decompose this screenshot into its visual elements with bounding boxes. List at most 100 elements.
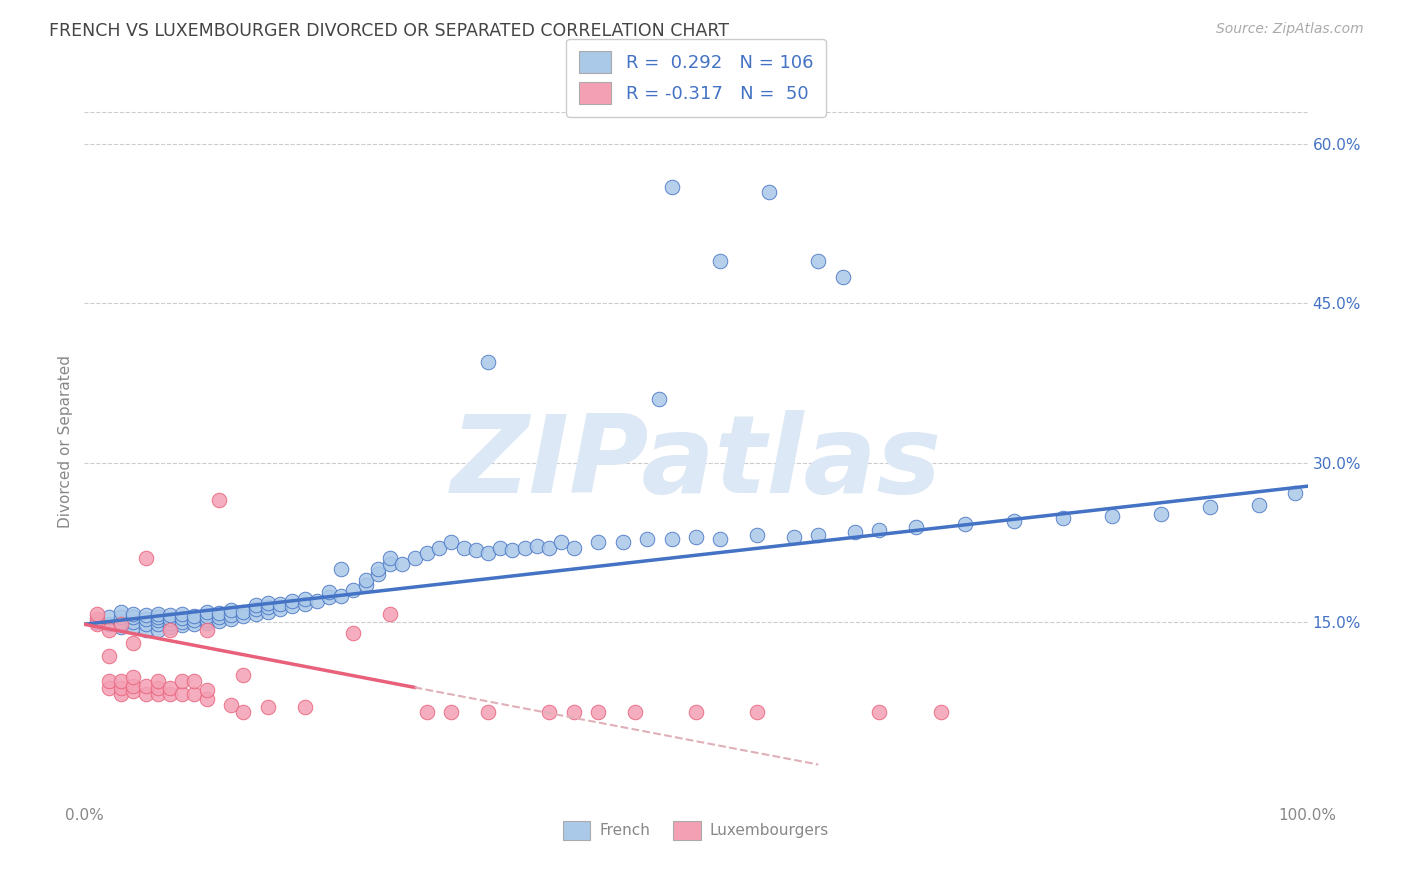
Point <box>953 517 976 532</box>
Point <box>159 687 181 701</box>
Point <box>257 600 280 615</box>
Point <box>477 546 499 560</box>
Point <box>709 254 731 268</box>
Point <box>146 687 169 701</box>
Point <box>110 610 132 624</box>
Point <box>477 706 499 720</box>
Point <box>159 623 181 637</box>
Point <box>427 541 450 555</box>
Point <box>245 602 267 616</box>
Point <box>380 557 402 571</box>
Point <box>208 606 231 620</box>
Point <box>538 706 561 720</box>
Point <box>159 607 181 622</box>
Point <box>831 269 853 284</box>
Point <box>294 700 316 714</box>
Point <box>183 613 205 627</box>
Point <box>502 542 524 557</box>
Point <box>342 625 364 640</box>
Point <box>146 673 169 688</box>
Point <box>146 610 169 624</box>
Point <box>146 607 169 621</box>
Point <box>172 611 194 625</box>
Point <box>122 620 145 634</box>
Point <box>135 687 157 701</box>
Point <box>416 546 439 560</box>
Point <box>219 698 242 712</box>
Point <box>232 706 254 720</box>
Point <box>807 254 830 268</box>
Text: FRENCH VS LUXEMBOURGER DIVORCED OR SEPARATED CORRELATION CHART: FRENCH VS LUXEMBOURGER DIVORCED OR SEPAR… <box>49 22 730 40</box>
Point <box>367 567 389 582</box>
Point <box>245 607 267 621</box>
Point <box>269 602 291 616</box>
Text: ZIPatlas: ZIPatlas <box>450 410 942 516</box>
Point <box>232 668 254 682</box>
Point <box>219 612 242 626</box>
Point <box>172 618 194 632</box>
Point <box>281 594 304 608</box>
Point <box>648 392 671 406</box>
Point <box>195 623 218 637</box>
Point <box>159 612 181 626</box>
Point <box>354 578 377 592</box>
Point <box>869 523 891 537</box>
Point <box>391 557 413 571</box>
Point <box>122 607 145 621</box>
Point <box>159 616 181 631</box>
Point <box>195 691 218 706</box>
Point <box>172 607 194 621</box>
Point <box>135 679 157 693</box>
Point <box>477 355 499 369</box>
Point <box>758 185 780 199</box>
Point <box>135 612 157 626</box>
Point <box>172 615 194 630</box>
Point <box>172 673 194 688</box>
Point <box>110 681 132 695</box>
Point <box>195 605 218 619</box>
Point <box>807 528 830 542</box>
Point <box>747 528 769 542</box>
Point <box>612 535 634 549</box>
Point <box>195 683 218 698</box>
Point <box>661 533 683 547</box>
Point <box>1198 500 1220 515</box>
Point <box>562 541 585 555</box>
Point <box>195 608 218 623</box>
Point <box>97 649 120 664</box>
Point <box>159 681 181 695</box>
Point <box>86 607 108 621</box>
Point <box>159 620 181 634</box>
Point <box>929 706 952 720</box>
Point <box>318 590 340 604</box>
Point <box>747 706 769 720</box>
Point <box>318 585 340 599</box>
Point <box>110 620 132 634</box>
Point <box>330 562 353 576</box>
Point <box>661 179 683 194</box>
Point <box>86 617 108 632</box>
Point <box>245 598 267 612</box>
Point <box>257 605 280 619</box>
Point <box>1150 507 1173 521</box>
Point <box>232 608 254 623</box>
Point <box>135 551 157 566</box>
Point <box>122 670 145 684</box>
Point <box>219 603 242 617</box>
Point <box>232 605 254 619</box>
Point <box>257 700 280 714</box>
Point <box>709 533 731 547</box>
Point <box>367 562 389 576</box>
Point <box>453 541 475 555</box>
Point <box>183 608 205 623</box>
Point <box>330 589 353 603</box>
Point <box>86 615 108 630</box>
Point <box>110 687 132 701</box>
Point <box>1247 498 1270 512</box>
Point <box>440 535 463 549</box>
Point <box>550 535 572 549</box>
Point <box>122 684 145 698</box>
Point <box>404 551 426 566</box>
Point <box>208 610 231 624</box>
Point <box>97 673 120 688</box>
